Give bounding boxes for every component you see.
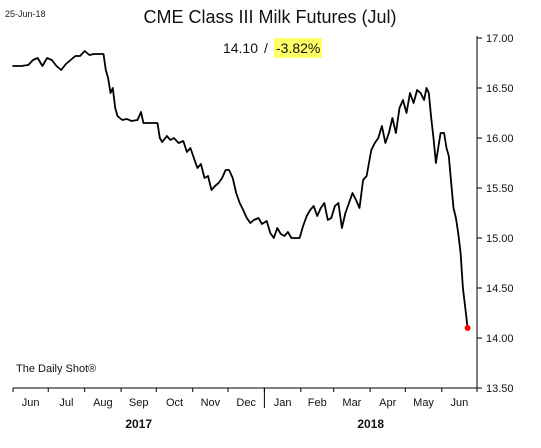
year-label: 2017 [125,417,152,431]
y-tick-label: 13.50 [486,383,514,395]
x-tick-label: Aug [93,397,113,409]
y-tick-label: 15.00 [486,233,514,245]
x-tick-label: Mar [342,397,361,409]
x-tick-label: Jul [59,397,73,409]
x-tick-label: Nov [201,397,221,409]
annotation-change-highlight [274,38,322,58]
x-tick-label: Dec [236,397,256,409]
annotation-separator: / [264,40,268,56]
annotation-change: -3.82% [276,40,320,56]
year-label: 2018 [357,417,384,431]
end-point-marker [464,325,471,331]
x-tick-label: Feb [308,397,327,409]
y-tick-label: 17.00 [486,33,514,45]
price-annotation: 14.10 / -3.82% [223,38,322,58]
x-tick-label: Oct [166,397,183,409]
x-tick-label: Jun [22,397,40,409]
y-tick-label: 15.50 [486,183,514,195]
x-tick-label: Sep [129,397,149,409]
y-tick-label: 16.00 [486,133,514,145]
y-tick-label: 16.50 [486,83,514,95]
chart-date: 25-Jun-18 [5,9,46,19]
axes: 13.50 14.00 14.50 15.00 15.50 16.00 16.50 17.00… [12,33,514,431]
x-tick-label: Apr [379,397,396,409]
y-tick-label: 14.00 [486,333,514,345]
chart-title: CME Class III Milk Futures (Jul) [143,7,396,27]
y-tick-label: 14.50 [486,283,514,295]
x-tick-label: Jan [274,397,292,409]
source-label: The Daily Shot® [16,363,96,375]
plot-area [12,50,471,331]
annotation-price: 14.10 [223,40,258,56]
x-tick-label: Jun [451,397,469,409]
series-line [12,50,469,329]
x-tick-label: May [413,397,434,409]
